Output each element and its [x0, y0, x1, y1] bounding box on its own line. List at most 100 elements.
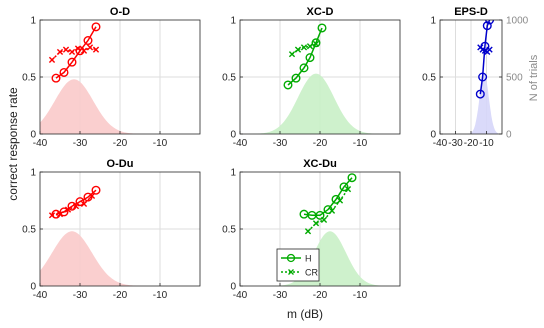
y-axis-label: correct response rate — [6, 87, 20, 201]
x-tick-label: -10 — [153, 290, 168, 301]
data-point-h — [91, 22, 101, 32]
x-tick-label: -10 — [353, 138, 368, 149]
data-point-h — [317, 23, 327, 33]
x-tick-label: -40 — [433, 138, 448, 149]
y-tick-label: 0 — [230, 130, 236, 141]
right-y-tick-label: 1000 — [506, 16, 529, 27]
y-tick-label: 1 — [30, 16, 36, 27]
x-tick-label: -40 — [233, 138, 248, 149]
y-tick-label: 1 — [230, 16, 236, 27]
data-point-h — [347, 173, 357, 183]
y-tick-label: 0 — [30, 282, 36, 293]
subplot-title: XC-D — [307, 6, 334, 18]
series-line-h — [303, 177, 353, 217]
y-tick-label: 0 — [430, 130, 436, 141]
legend-marker — [288, 269, 294, 275]
x-tick-label: -30 — [273, 138, 288, 149]
y-tick-label: 0.5 — [422, 73, 436, 84]
subplot-title: O-D — [110, 6, 130, 18]
data-point-cr — [88, 192, 96, 200]
x-tick-label: -10 — [353, 290, 368, 301]
data-point-h — [91, 185, 101, 195]
right-y-tick-label: 0 — [506, 130, 512, 141]
data-point-h — [59, 207, 69, 217]
data-point-cr — [288, 51, 296, 58]
plot-content — [40, 185, 200, 286]
subplot-xc-d: -40 -30 -20 -10 0 0.5 1 XC-D — [222, 6, 401, 149]
data-point-h — [51, 73, 61, 83]
x-tick-label: -30 — [273, 290, 288, 301]
trials-distribution — [40, 231, 200, 286]
data-point-h — [83, 36, 93, 46]
y-tick-label: 1 — [30, 168, 36, 179]
data-point-cr — [92, 46, 100, 53]
data-point-cr — [312, 220, 320, 227]
data-point-h — [478, 72, 488, 82]
data-point-cr — [62, 46, 70, 53]
data-point-cr — [486, 46, 493, 53]
data-point-cr — [64, 206, 72, 213]
data-point-cr — [312, 40, 320, 48]
data-point-h — [311, 38, 321, 48]
data-point-h — [291, 73, 301, 83]
data-point-cr — [336, 197, 344, 204]
x-tick-label: -20 — [113, 138, 128, 149]
subplot-title: XC-Du — [303, 158, 337, 170]
legend-label: H — [305, 254, 312, 264]
y-tick-label: 0 — [230, 282, 236, 293]
y-tick-label: 0.5 — [22, 73, 36, 84]
series-line-h — [287, 27, 323, 86]
series-line-h — [55, 26, 97, 79]
y-tick-label: 1 — [430, 16, 436, 27]
x-tick-label: -20 — [113, 290, 128, 301]
trials-distribution — [40, 79, 200, 134]
y-tick-label: 1 — [230, 168, 236, 179]
data-point-cr — [294, 46, 302, 53]
x-tick-label: -30 — [448, 138, 463, 149]
data-point-cr — [86, 44, 94, 51]
data-point-h — [67, 57, 77, 67]
plot-content — [40, 22, 200, 134]
right-y-tick-label: 500 — [506, 73, 523, 84]
x-tick-label: -40 — [233, 290, 248, 301]
trials-distribution — [440, 73, 502, 134]
data-point-h — [283, 80, 293, 90]
y-tick-label: 0.5 — [222, 73, 236, 84]
x-tick-label: -10 — [479, 138, 494, 149]
plot-content — [240, 173, 400, 286]
subplot-xc-du: -40 -30 -20 -10 0 0.5 1 XC-Du — [222, 158, 401, 301]
data-point-cr — [300, 44, 308, 51]
data-point-cr — [306, 43, 314, 50]
x-axis-label: m (dB) — [287, 307, 323, 321]
data-point-cr — [344, 186, 352, 193]
data-point-h — [299, 63, 309, 73]
x-tick-label: -20 — [464, 138, 479, 149]
subplot-title: EPS-D — [454, 6, 488, 18]
subplot-title: O-Du — [107, 158, 134, 170]
data-point-cr — [48, 56, 56, 63]
data-point-cr — [74, 45, 82, 52]
legend-marker — [286, 253, 296, 263]
data-point-cr — [80, 200, 88, 208]
data-point-cr — [68, 48, 76, 56]
right-y-axis-label: N of trials — [528, 54, 540, 101]
trials-distribution — [240, 231, 400, 286]
trials-distribution — [240, 73, 400, 134]
x-tick-label: -10 — [153, 138, 168, 149]
data-point-cr — [56, 211, 64, 218]
x-tick-label: -20 — [313, 138, 328, 149]
data-point-cr — [304, 228, 312, 235]
data-point-cr — [48, 212, 56, 219]
y-tick-label: 0.5 — [22, 225, 36, 236]
plot-content — [240, 23, 400, 134]
legend-box — [276, 248, 320, 282]
data-point-cr — [80, 47, 88, 54]
x-tick-label: -30 — [73, 138, 88, 149]
data-point-h — [482, 21, 492, 31]
x-tick-label: -20 — [313, 290, 328, 301]
legend-label: CR — [305, 268, 318, 278]
x-tick-label: -40 — [33, 290, 48, 301]
data-point-cr — [72, 203, 80, 210]
